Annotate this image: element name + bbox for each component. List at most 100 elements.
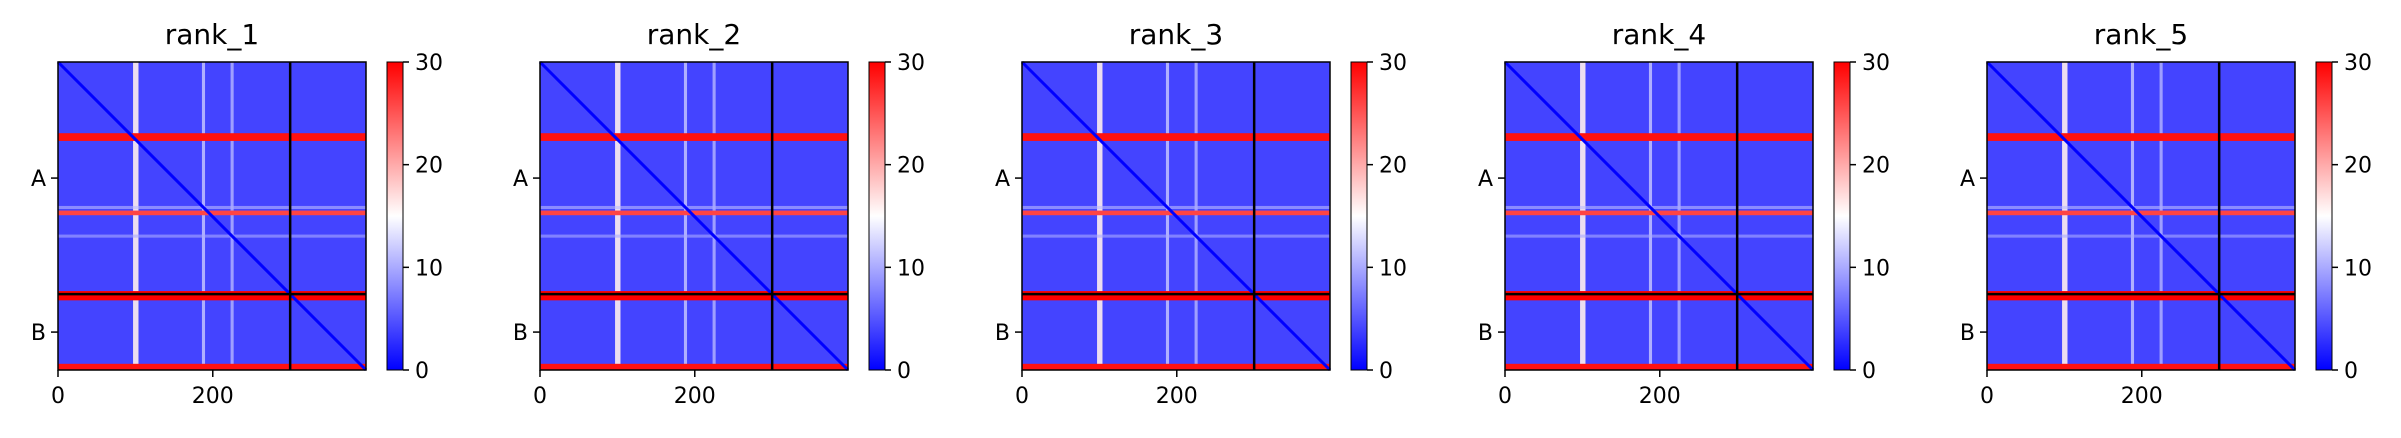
heatmap-row-stripe [58,234,366,238]
y-tick-label: A [995,167,1010,192]
colorbar-frame [1350,61,1368,371]
colorbar-tick-label: 20 [2344,154,2372,179]
heatmap-error-band [1987,210,2295,216]
heatmap-column-stripe [2062,62,2068,370]
heatmap-row-stripe [1505,205,1813,210]
colorbar-tick-label: 0 [1862,359,1876,384]
heatmap-row-stripe [1987,234,2295,238]
x-tick-label: 0 [51,384,65,409]
heatmap-column-stripe [683,62,688,370]
heatmap-error-band [1505,291,1813,301]
heatmap-column-stripe [230,62,234,370]
x-tick-label: 200 [1156,384,1198,409]
heatmap-error-band [1987,133,2295,141]
plot-frame [1504,61,1814,371]
pae-panel-3: rank_3 A B 0 200 0 10 20 30 [995,18,1407,409]
colorbar-tick-label: 10 [1862,256,1890,281]
heatmap-error-band [1022,210,1330,216]
y-tick-label: B [513,321,528,346]
heatmap-column-stripe [1677,62,1681,370]
heatmap-column-stripe [1097,62,1103,370]
heatmap-row-stripe [540,234,848,238]
y-tick-label: B [995,321,1010,346]
colorbar-frame [386,61,404,371]
colorbar-tick-label: 30 [2344,51,2372,76]
colorbar-tick-label: 0 [2344,359,2358,384]
pae-panel-1: rank_1 A B 0 200 0 10 20 30 [31,18,443,409]
pae-panel-4: rank_4 A B 0 200 0 10 20 30 [1478,18,1890,409]
colorbar-tick-label: 30 [415,51,443,76]
heatmap-row-stripe [1022,234,1330,238]
heatmap-column-stripe [712,62,716,370]
heatmap-error-band [1987,363,2295,370]
heatmap-error-band [58,291,366,301]
heatmap-diagonal [538,60,850,372]
colorbar-tick-label: 10 [415,256,443,281]
heatmap-row-stripe [1987,205,2295,210]
heatmap-column-stripe [1194,62,1198,370]
heatmap-error-band [1022,133,1330,141]
pae-panel-2: rank_2 A B 0 200 0 10 20 30 [513,18,925,409]
heatmap-row-stripe [58,205,366,210]
heatmap-error-band [540,363,848,370]
colorbar-tick-label: 10 [897,256,925,281]
heatmap-error-band [1022,363,1330,370]
colorbar-tick-label: 10 [1379,256,1407,281]
x-tick-label: 0 [1015,384,1029,409]
heatmap-error-band [1022,291,1330,301]
heatmap-error-band [1987,291,2295,301]
y-tick-label: A [513,167,528,192]
panel-title: rank_5 [2094,18,2188,51]
heatmap-column-stripe [2130,62,2135,370]
colorbar [1351,62,1367,370]
heatmap-error-band [1505,133,1813,141]
y-tick-label: A [31,167,46,192]
heatmap-error-band [1505,210,1813,216]
colorbar-tick-label: 0 [897,359,911,384]
heatmap-column-stripe [1648,62,1653,370]
y-tick-label: A [1478,167,1493,192]
colorbar-tick-label: 0 [415,359,429,384]
x-tick-label: 0 [533,384,547,409]
heatmap-column-stripe [133,62,139,370]
colorbar [2316,62,2332,370]
y-tick-label: B [31,321,46,346]
heatmap-error-band [540,133,848,141]
x-tick-label: 200 [1639,384,1681,409]
colorbar-tick-label: 30 [897,51,925,76]
heatmap-error-band [540,291,848,301]
heatmap-error-band [58,210,366,216]
y-tick-label: A [1960,167,1975,192]
heatmap-column-stripe [1580,62,1586,370]
heatmap-row-stripe [1022,205,1330,210]
colorbar-frame [868,61,886,371]
heatmap-row-stripe [540,205,848,210]
colorbar-tick-label: 20 [415,154,443,179]
plot-frame [1021,61,1331,371]
heatmap-error-band [58,363,366,370]
heatmap-column-stripe [2159,62,2163,370]
heatmap-row-stripe [1505,234,1813,238]
panel-title: rank_1 [165,18,259,51]
panel-title: rank_2 [647,18,741,51]
colorbar [869,62,885,370]
colorbar-frame [2315,61,2333,371]
x-tick-label: 200 [2121,384,2163,409]
x-tick-label: 0 [1498,384,1512,409]
y-tick-label: B [1478,321,1493,346]
panel-title: rank_3 [1129,18,1223,51]
colorbar-tick-label: 30 [1379,51,1407,76]
colorbar [387,62,403,370]
heatmap-error-band [1505,363,1813,370]
pae-panel-5: rank_5 A B 0 200 0 10 20 30 [1960,18,2372,409]
plot-frame [539,61,849,371]
heatmap-error-band [540,210,848,216]
heatmap-column-stripe [201,62,206,370]
heatmap-column-stripe [615,62,621,370]
plot-frame [57,61,367,371]
x-tick-label: 200 [674,384,716,409]
colorbar-tick-label: 30 [1862,51,1890,76]
heatmap-diagonal [56,60,368,372]
x-tick-label: 200 [192,384,234,409]
